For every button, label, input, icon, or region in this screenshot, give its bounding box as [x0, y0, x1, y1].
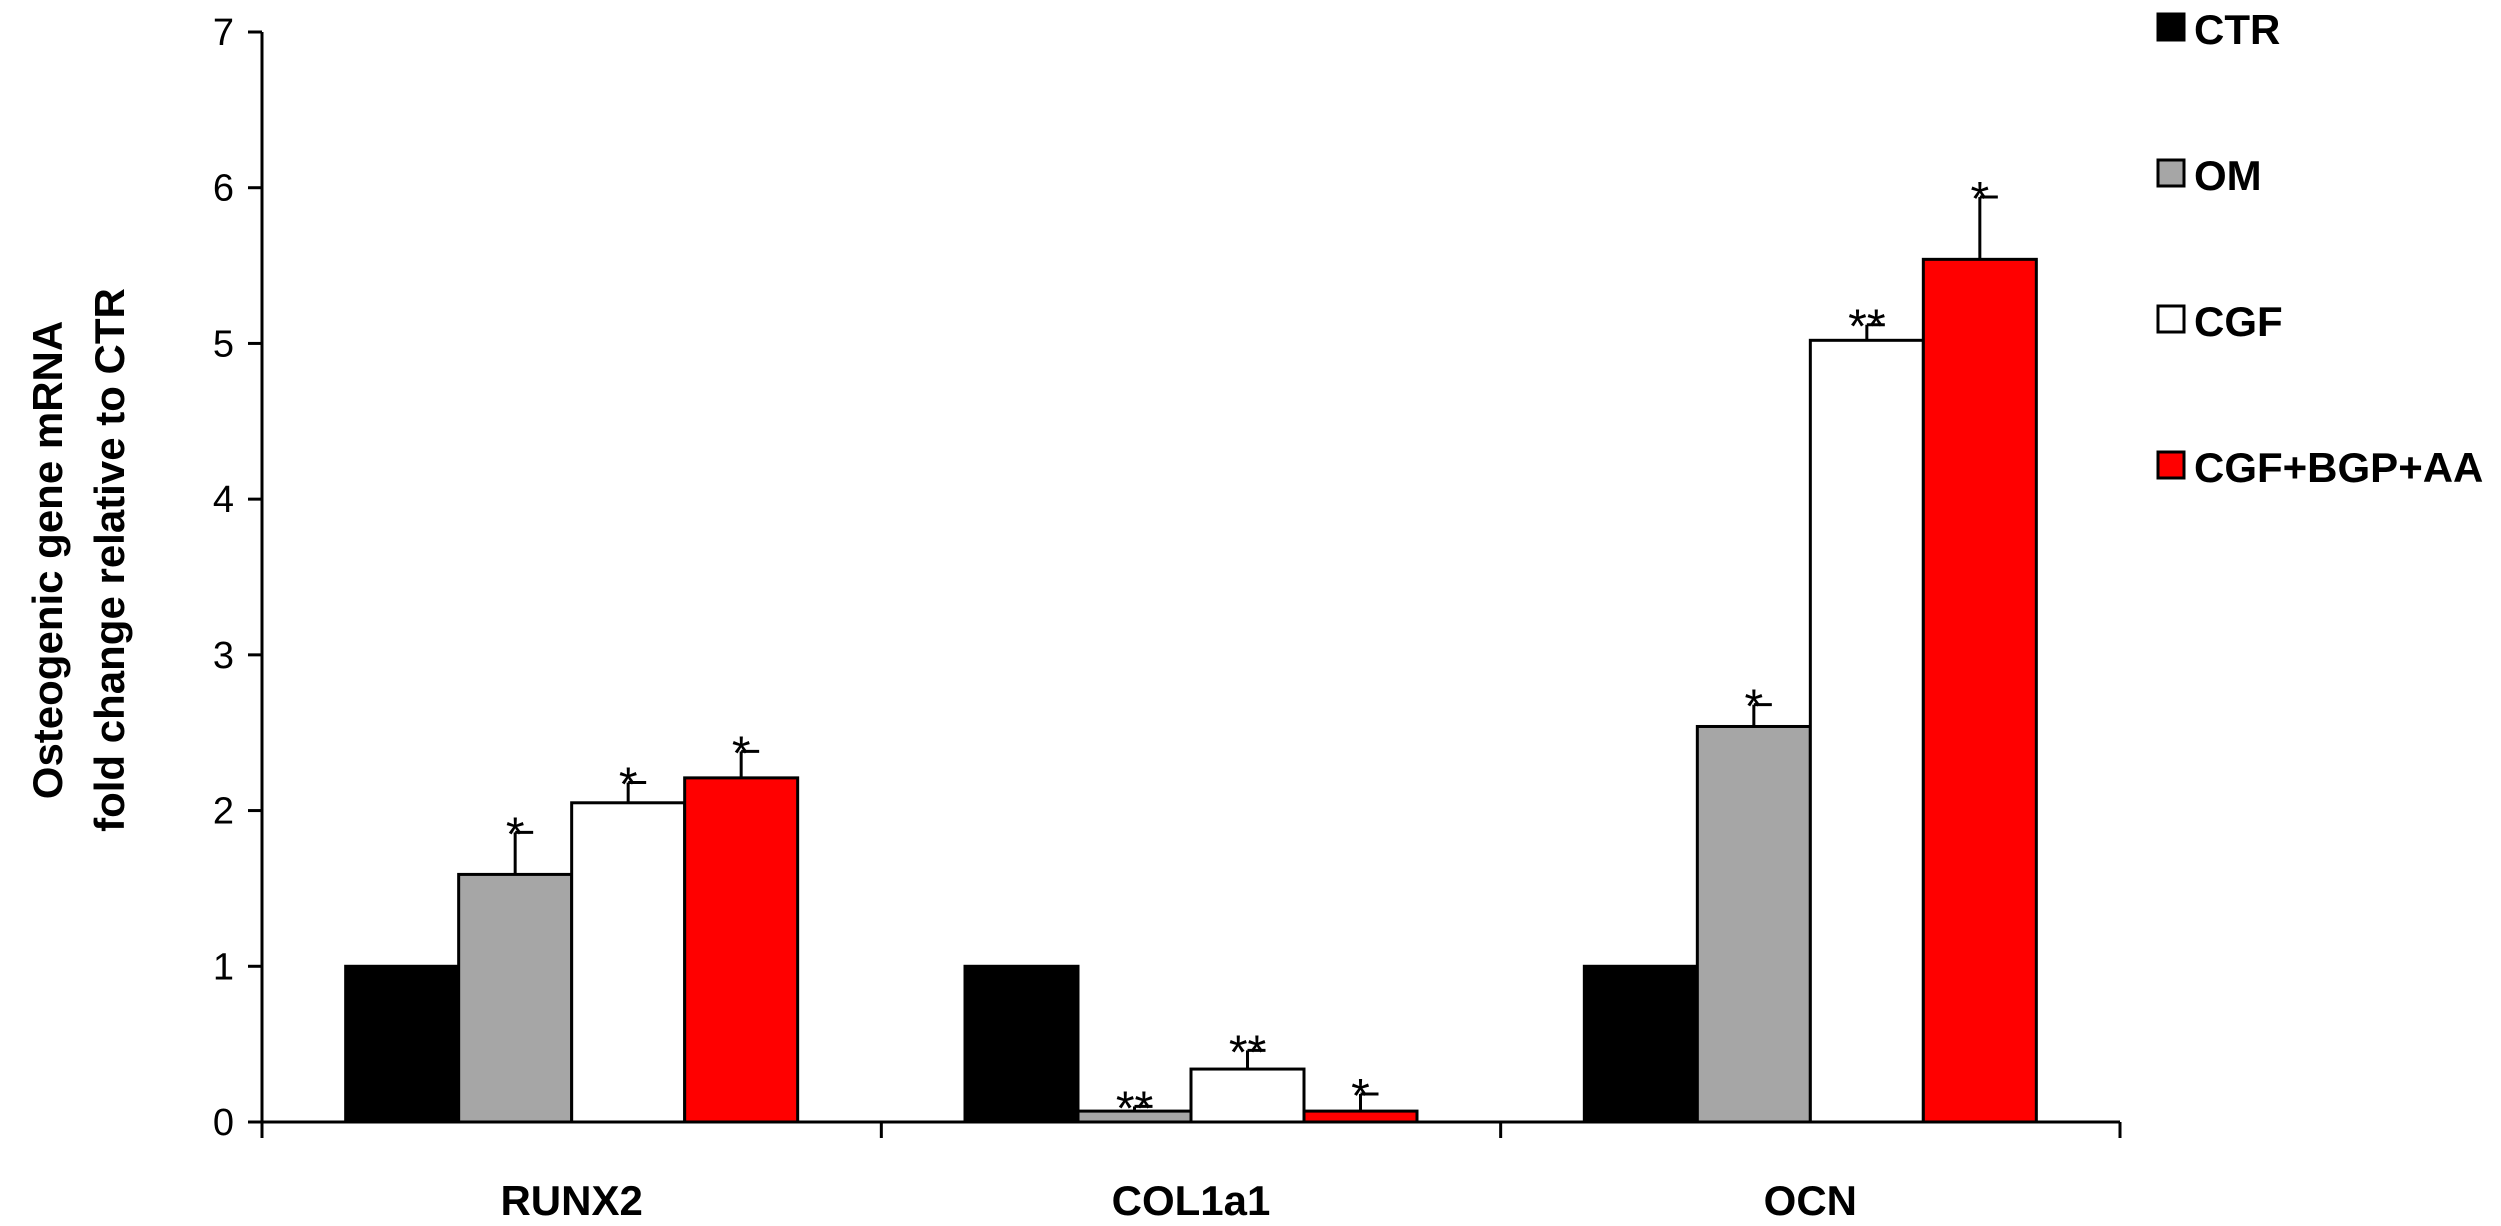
legend-swatch: [2156, 12, 2186, 42]
significance-marker: *: [506, 808, 525, 861]
significance-marker: *: [1970, 173, 1989, 226]
bar-cgf-runx2: [570, 801, 687, 1124]
legend-swatch: [2156, 304, 2186, 334]
y-tick-label: 0: [213, 1102, 234, 1144]
bar-ctr-col1a1: [963, 964, 1080, 1124]
y-axis-label-line-2: fold change relative to CTR: [86, 288, 133, 832]
y-tick-label: 3: [213, 635, 234, 677]
significance-marker: *: [619, 759, 638, 812]
legend-swatch: [2156, 450, 2186, 480]
bar-cgf-bgp-aa-ocn: [1921, 257, 2038, 1124]
x-category-label: COL1a1: [1112, 1177, 1271, 1224]
bar-cgf-col1a1: [1189, 1067, 1306, 1124]
x-category-label: OCN: [1764, 1177, 1857, 1224]
y-tick-label: 6: [213, 168, 234, 210]
x-category-label: RUNX2: [500, 1177, 642, 1224]
y-axis-label-line-1: Osteogenic gene mRNA: [24, 321, 71, 799]
legend-swatch: [2156, 158, 2186, 188]
legend-label: OM: [2194, 152, 2262, 199]
significance-marker: **: [1229, 1026, 1266, 1079]
significance-marker: *: [732, 727, 751, 780]
y-tick-label: 4: [213, 479, 234, 521]
significance-marker: **: [1116, 1082, 1153, 1135]
bar-cgf-bgp-aa-runx2: [683, 776, 800, 1124]
legend-label: CGF+BGP+AA: [2194, 444, 2483, 491]
legend-label: CGF: [2194, 298, 2283, 345]
bar-om-runx2: [457, 872, 574, 1124]
legend-label: CTR: [2194, 6, 2280, 53]
y-tick-label: 5: [213, 323, 234, 365]
y-tick-label: 7: [213, 12, 234, 54]
y-tick-label: 1: [213, 946, 234, 988]
bar-om-ocn: [1695, 724, 1812, 1124]
significance-marker: *: [1744, 681, 1763, 734]
bars: ************: [344, 173, 2038, 1135]
y-tick-label: 2: [213, 791, 234, 833]
significance-marker: *: [1351, 1070, 1370, 1123]
bar-ctr-ocn: [1582, 964, 1699, 1124]
bar-ctr-runx2: [344, 964, 461, 1124]
legend: CTR OM CGF CGF+BGP+AA: [2156, 6, 2483, 491]
bar-cgf-ocn: [1808, 338, 1925, 1124]
y-axis-label: Osteogenic gene mRNA fold change relativ…: [24, 288, 133, 832]
significance-marker: **: [1848, 301, 1885, 354]
